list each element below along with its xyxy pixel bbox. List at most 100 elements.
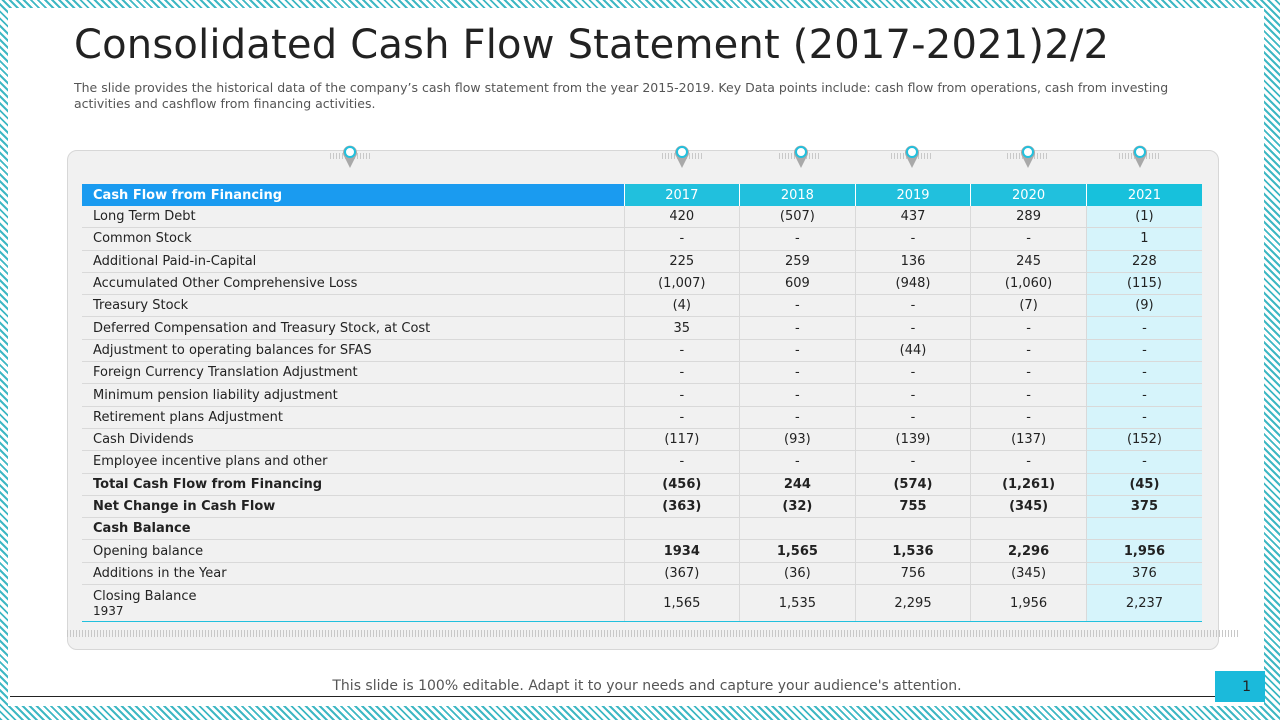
cell-value: 228 <box>1086 250 1202 273</box>
cell-value: 1,956 <box>1086 539 1202 563</box>
cell-value: 1,565 <box>739 539 856 563</box>
cell-value: 244 <box>739 473 856 496</box>
row-label: Minimum pension liability adjustment <box>82 383 625 407</box>
cell-value: - <box>970 450 1087 474</box>
cell-value: - <box>624 450 741 474</box>
row-label: Cash Balance <box>82 517 625 541</box>
row-label-text: Net Change in Cash Flow <box>93 499 276 514</box>
cell-value: 1 <box>1086 227 1202 251</box>
cell-value: - <box>855 294 972 318</box>
cell-value: 2,237 <box>1086 584 1202 623</box>
table-header-row: Cash Flow from Financing 2017 2018 2019 … <box>82 184 1202 206</box>
row-label-text: Adjustment to operating balances for SFA… <box>93 342 372 358</box>
header-year: 2017 <box>624 184 741 206</box>
cell-value: (115) <box>1086 272 1202 296</box>
cell-value: - <box>739 361 856 385</box>
cell-value: - <box>739 316 856 340</box>
cell-value: (574) <box>855 473 972 496</box>
cell-value <box>739 517 856 541</box>
cell-value: - <box>1086 339 1202 363</box>
table-row: Closing Balance 1937 1,565 1,535 2,295 1,956 2… <box>82 584 1202 623</box>
cell-value: - <box>970 361 1087 385</box>
row-label: Net Change in Cash Flow <box>82 495 625 519</box>
cell-value: - <box>1086 406 1202 429</box>
page-subtitle: The slide provides the historical data o… <box>74 80 1169 111</box>
cell-value: (456) <box>624 473 741 496</box>
footer-text: This slide is 100% editable. Adapt it to… <box>332 678 962 694</box>
cell-value: 35 <box>624 316 741 340</box>
cell-value: - <box>739 294 856 318</box>
row-label-text: Additional Paid-in-Capital <box>93 253 257 269</box>
cell-value: - <box>970 339 1087 363</box>
header-year: 2019 <box>855 184 972 206</box>
cell-value: - <box>1086 450 1202 474</box>
cell-value: 437 <box>855 206 972 229</box>
cell-value: - <box>855 383 972 407</box>
cell-value: - <box>624 339 741 363</box>
cell-value: (45) <box>1086 473 1202 496</box>
cell-value: 1,536 <box>855 539 972 563</box>
cell-value: (139) <box>855 428 972 452</box>
cell-value: 755 <box>855 495 972 519</box>
table-row: Treasury Stock (4) - - (7) (9) <box>82 294 1202 318</box>
cell-value: 245 <box>970 250 1087 273</box>
cell-value: 375 <box>1086 495 1202 519</box>
header-label: Cash Flow from Financing <box>82 184 625 206</box>
cell-value: (345) <box>970 495 1087 519</box>
cell-value: 2,295 <box>855 584 972 623</box>
table-row: Foreign Currency Translation Adjustment -… <box>82 361 1202 385</box>
row-label: Additions in the Year <box>82 562 625 586</box>
table-row: Additions in the Year (367) (36) 756 (345) 37… <box>82 562 1202 586</box>
row-label-text: Cash Balance <box>93 521 191 537</box>
cell-value: (93) <box>739 428 856 452</box>
cell-value: - <box>855 361 972 385</box>
cell-value: - <box>739 227 856 251</box>
row-label-text: Total Cash Flow from Financing <box>93 476 323 492</box>
row-label: Foreign Currency Translation Adjustment <box>82 361 625 385</box>
cell-value: 1934 <box>624 539 741 563</box>
cell-value: - <box>970 316 1087 340</box>
page-title: Consolidated Cash Flow Statement (2017-2… <box>74 22 1110 68</box>
cell-value: 1,535 <box>739 584 856 623</box>
row-label: Long Term Debt <box>82 206 625 229</box>
row-label: Retirement plans Adjustment <box>82 406 625 429</box>
cash-flow-table-wrapper: Cash Flow from Financing 2017 2018 2019 … <box>82 184 1202 623</box>
row-label: Opening balance <box>82 539 625 563</box>
cell-value: (507) <box>739 206 856 229</box>
cell-value: 376 <box>1086 562 1202 586</box>
map-pin-icon <box>1133 145 1147 168</box>
row-note: 1937 <box>93 603 124 618</box>
table-row: Common Stock - - - -1 <box>82 227 1202 251</box>
cell-value: 2,296 <box>970 539 1087 563</box>
cash-flow-table: Cash Flow from Financing 2017 2018 2019 … <box>82 184 1202 623</box>
cell-value: (137) <box>970 428 1087 452</box>
row-label-text: Deferred Compensation and Treasury Stock… <box>93 320 431 336</box>
cell-value: - <box>1086 316 1202 340</box>
cell-value: - <box>855 450 972 474</box>
map-pin-icon <box>343 145 357 168</box>
row-label-text: Retirement plans Adjustment <box>93 409 283 425</box>
row-label: Common Stock <box>82 227 625 251</box>
header-year: 2018 <box>739 184 856 206</box>
row-label-text: Cash Dividends <box>93 432 194 448</box>
table-row: Cash Dividends (117) (93) (139) (137) (152) <box>82 428 1202 452</box>
cell-value: (345) <box>970 562 1087 586</box>
row-label: Adjustment to operating balances for SFA… <box>82 339 625 363</box>
cell-value: (36) <box>739 562 856 586</box>
cell-value: (117) <box>624 428 741 452</box>
row-label: Additional Paid-in-Capital <box>82 250 625 273</box>
row-label: Treasury Stock <box>82 294 625 318</box>
table-row: Retirement plans Adjustment - - - - - <box>82 406 1202 429</box>
table-row: Cash Balance <box>82 517 1202 541</box>
table-row: Minimum pension liability adjustment - - - -… <box>82 383 1202 407</box>
row-label-text: Accumulated Other Comprehensive Loss <box>93 276 358 292</box>
cell-value: (152) <box>1086 428 1202 452</box>
cell-value: 420 <box>624 206 741 229</box>
table-row: Net Change in Cash Flow (363) (32) 755 (345)… <box>82 495 1202 519</box>
cell-value <box>1086 517 1202 541</box>
cell-value: - <box>1086 361 1202 385</box>
cell-value: (1) <box>1086 206 1202 229</box>
row-label-text: Long Term Debt <box>93 209 196 225</box>
cell-value: 136 <box>855 250 972 273</box>
slide: Consolidated Cash Flow Statement (2017-2… <box>8 8 1265 706</box>
